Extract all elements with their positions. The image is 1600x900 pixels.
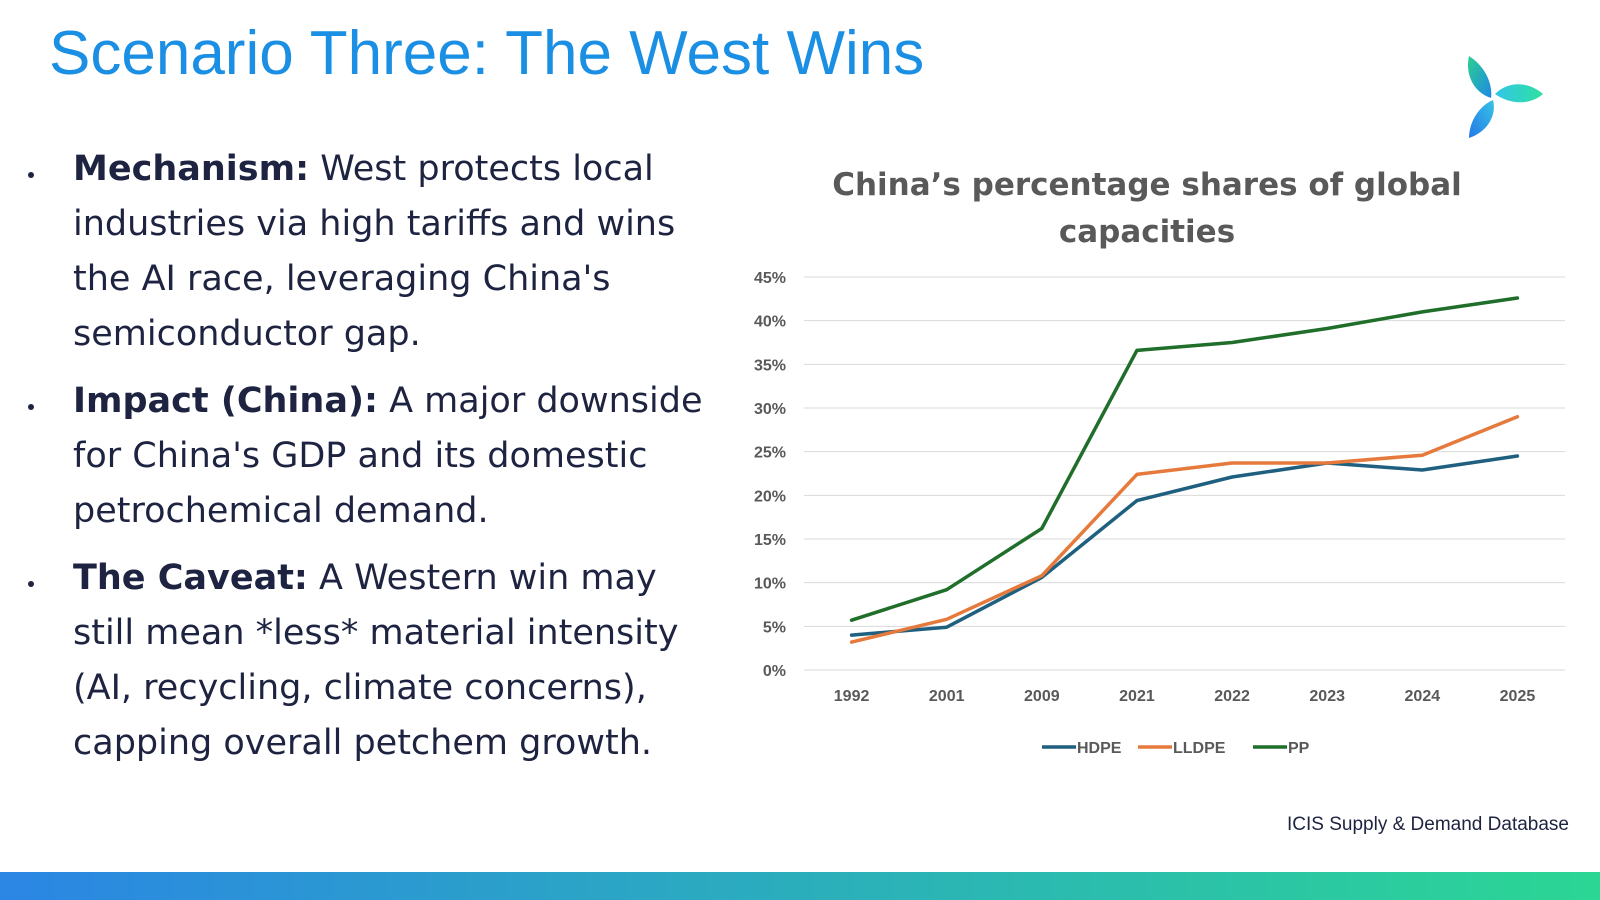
bullet-list: Mechanism: West protects local industrie… xyxy=(22,142,712,783)
x-tick-label: 1992 xyxy=(834,688,870,705)
y-tick-label: 5% xyxy=(763,619,786,636)
triskelion-leaf-logo xyxy=(1467,56,1543,138)
x-tick-label: 2022 xyxy=(1214,688,1250,705)
x-tick-label: 2001 xyxy=(929,688,965,705)
bullet-mechanism: Mechanism: West protects local industrie… xyxy=(22,142,712,362)
bullet-label: The Caveat: xyxy=(73,558,308,598)
y-tick-label: 40% xyxy=(754,314,786,331)
x-tick-label: 2021 xyxy=(1119,688,1155,705)
source-note: ICIS Supply & Demand Database xyxy=(1287,814,1569,835)
x-tick-label: 2009 xyxy=(1024,688,1060,705)
slide-title: Scenario Three: The West Wins xyxy=(49,19,925,88)
y-tick-label: 30% xyxy=(754,401,786,418)
y-tick-label: 15% xyxy=(754,532,786,549)
series-line-hdpe xyxy=(849,454,1520,637)
bottom-gradient-bar xyxy=(0,872,1600,900)
legend-label: PP xyxy=(1288,740,1310,757)
bullet-caveat: The Caveat: A Western win may still mean… xyxy=(22,551,712,771)
capacity-share-line-chart: China’s percentage shares of global capac… xyxy=(754,167,1565,757)
bullet-text: West protects local industries via high … xyxy=(73,149,676,354)
bullet-dot xyxy=(28,581,34,587)
bullet-dot xyxy=(28,404,34,410)
x-tick-label: 2023 xyxy=(1309,688,1345,705)
bullet-dot xyxy=(28,172,34,178)
y-tick-label: 45% xyxy=(754,270,786,287)
y-tick-label: 25% xyxy=(754,445,786,462)
x-tick-label: 2024 xyxy=(1405,688,1441,705)
y-tick-label: 20% xyxy=(754,488,786,505)
legend-label: HDPE xyxy=(1077,740,1122,757)
bullet-label: Mechanism: xyxy=(73,149,310,189)
y-tick-label: 0% xyxy=(763,663,786,680)
bullet-text: A major downside for China's GDP and its… xyxy=(73,381,703,531)
series-line-pp xyxy=(849,296,1520,622)
chart-title: China’s percentage shares of global capac… xyxy=(832,167,1462,250)
legend-label: LLDPE xyxy=(1173,740,1226,757)
y-tick-label: 10% xyxy=(754,576,786,593)
y-tick-label: 35% xyxy=(754,357,786,374)
bullet-label: Impact (China): xyxy=(73,381,378,421)
x-tick-label: 2025 xyxy=(1500,688,1536,705)
bullet-text: A Western win may still mean *less* mate… xyxy=(73,558,679,763)
bullet-impact: Impact (China): A major downside for Chi… xyxy=(22,374,712,539)
series-line-lldpe xyxy=(849,414,1520,644)
